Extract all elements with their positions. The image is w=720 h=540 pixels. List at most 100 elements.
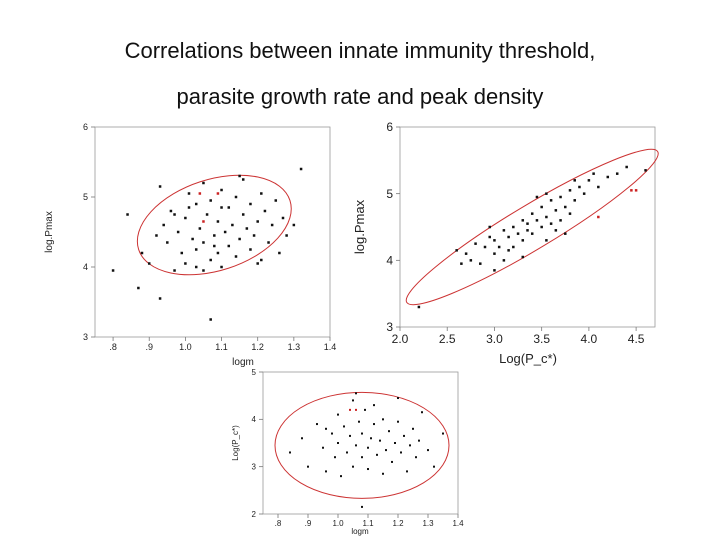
data-point (241, 178, 245, 181)
data-point (173, 269, 176, 272)
x-axis-label: logm (232, 357, 254, 368)
data-point (173, 213, 176, 216)
data-point (231, 223, 234, 227)
confidence-ellipse (405, 148, 659, 306)
data-point (391, 460, 393, 463)
data-point (382, 418, 384, 421)
data-point (260, 192, 263, 195)
data-point (137, 286, 140, 290)
data-point (355, 392, 357, 395)
data-point (502, 259, 506, 262)
data-point (334, 456, 336, 459)
data-point (194, 265, 198, 269)
data-point (184, 216, 187, 220)
data-point (202, 220, 205, 223)
data-point (220, 188, 223, 192)
data-point (382, 472, 384, 475)
y-axis-label: log.Pmax (44, 211, 55, 253)
data-point (526, 222, 529, 225)
data-point (256, 262, 259, 265)
x-tick-label: 3.0 (486, 332, 503, 346)
x-tick-label: 3.5 (533, 332, 550, 346)
data-point (202, 269, 205, 272)
plot-frame (399, 126, 656, 328)
data-point (433, 465, 435, 468)
data-point (644, 169, 647, 172)
data-point (337, 413, 339, 416)
data-point (285, 234, 288, 237)
data-point (249, 202, 252, 206)
data-point (597, 215, 600, 219)
data-point (358, 420, 360, 423)
data-point (455, 249, 458, 252)
data-point (545, 192, 548, 195)
data-point (322, 446, 324, 449)
data-point (507, 235, 510, 239)
data-point (234, 255, 238, 258)
data-point (493, 239, 496, 242)
data-point (615, 172, 619, 175)
data-point (307, 465, 309, 468)
data-point (234, 195, 238, 199)
data-point (340, 475, 342, 478)
data-point (545, 239, 548, 242)
data-point (364, 408, 366, 411)
data-point (220, 206, 223, 209)
data-point (213, 234, 216, 237)
y-tick-label: 3 (83, 332, 88, 342)
data-point (245, 227, 249, 230)
data-point (493, 252, 496, 255)
data-point (549, 222, 553, 225)
x-tick-label: .8 (275, 519, 282, 528)
data-point (388, 430, 390, 433)
data-point (355, 444, 357, 447)
data-point (634, 189, 638, 192)
data-point (299, 167, 303, 171)
data-point (568, 189, 572, 192)
data-point (526, 229, 529, 232)
data-point (417, 305, 421, 309)
data-point (331, 432, 333, 435)
data-point (162, 223, 165, 227)
data-point (205, 213, 209, 216)
data-point (352, 399, 354, 402)
plot-frame (94, 126, 331, 338)
confidence-ellipse (136, 174, 292, 276)
data-point (397, 420, 399, 423)
data-point (209, 258, 212, 262)
data-point (379, 439, 381, 442)
y-axis-label: Log(P_c*) (231, 425, 240, 461)
data-point (155, 234, 158, 237)
data-point (370, 437, 372, 440)
data-point (573, 179, 576, 182)
x-tick-label: 4.5 (628, 332, 645, 346)
data-point (564, 205, 567, 209)
x-tick-label: 1.4 (324, 342, 337, 352)
data-point (427, 449, 429, 452)
data-point (361, 505, 363, 508)
data-point (325, 427, 327, 430)
data-point (469, 259, 473, 262)
x-tick-label: 1.1 (362, 519, 374, 528)
data-point (260, 258, 263, 262)
data-point (559, 219, 562, 222)
data-point (281, 216, 285, 220)
data-point (442, 432, 444, 435)
data-point (194, 248, 198, 251)
data-point (418, 439, 420, 442)
title-line-1: Correlations between innate immunity thr… (124, 38, 596, 63)
y-tick-label: 5 (386, 187, 393, 201)
x-tick-label: 1.0 (332, 519, 344, 528)
data-point (559, 195, 562, 199)
data-point (140, 251, 144, 255)
data-point (521, 255, 525, 259)
data-point (535, 195, 539, 199)
data-point (263, 209, 267, 213)
data-point (216, 220, 220, 223)
data-point (355, 408, 357, 411)
data-point (421, 411, 423, 414)
data-point (412, 427, 414, 430)
data-point (521, 219, 525, 222)
x-tick-label: 1.3 (288, 342, 301, 352)
data-point (238, 237, 241, 241)
